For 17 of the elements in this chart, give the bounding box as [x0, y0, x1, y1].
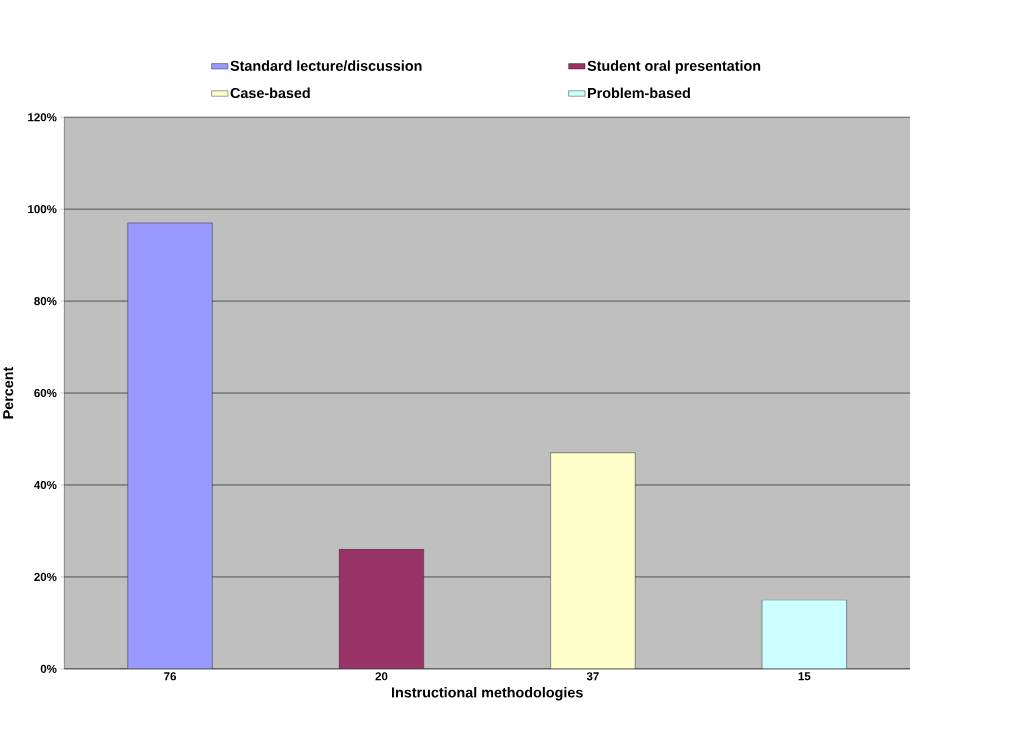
y-tick-label: 100% — [28, 205, 57, 214]
legend-label: Standard lecture/discussion — [230, 60, 422, 72]
y-tick-label: 120% — [28, 113, 57, 122]
x-tick-label: 20 — [375, 672, 388, 681]
x-axis-title: Instructional methodologies — [392, 687, 583, 701]
y-tick-label: 0% — [40, 664, 57, 674]
legend-label: Student oral presentation — [587, 60, 761, 74]
x-tick-label: 15 — [798, 672, 811, 681]
y-tick-label: 20% — [34, 573, 57, 582]
y-tick-label: 40% — [34, 481, 57, 490]
y-tick-label: 60% — [34, 389, 57, 398]
y-tick-label: 80% — [34, 297, 57, 306]
y-axis-title: Percent — [3, 367, 14, 419]
x-tick-label: 37 — [586, 672, 599, 681]
x-tick-label: 76 — [164, 672, 177, 681]
legend-label: Problem-based — [588, 87, 690, 99]
legend-label: Case-based — [230, 87, 310, 99]
